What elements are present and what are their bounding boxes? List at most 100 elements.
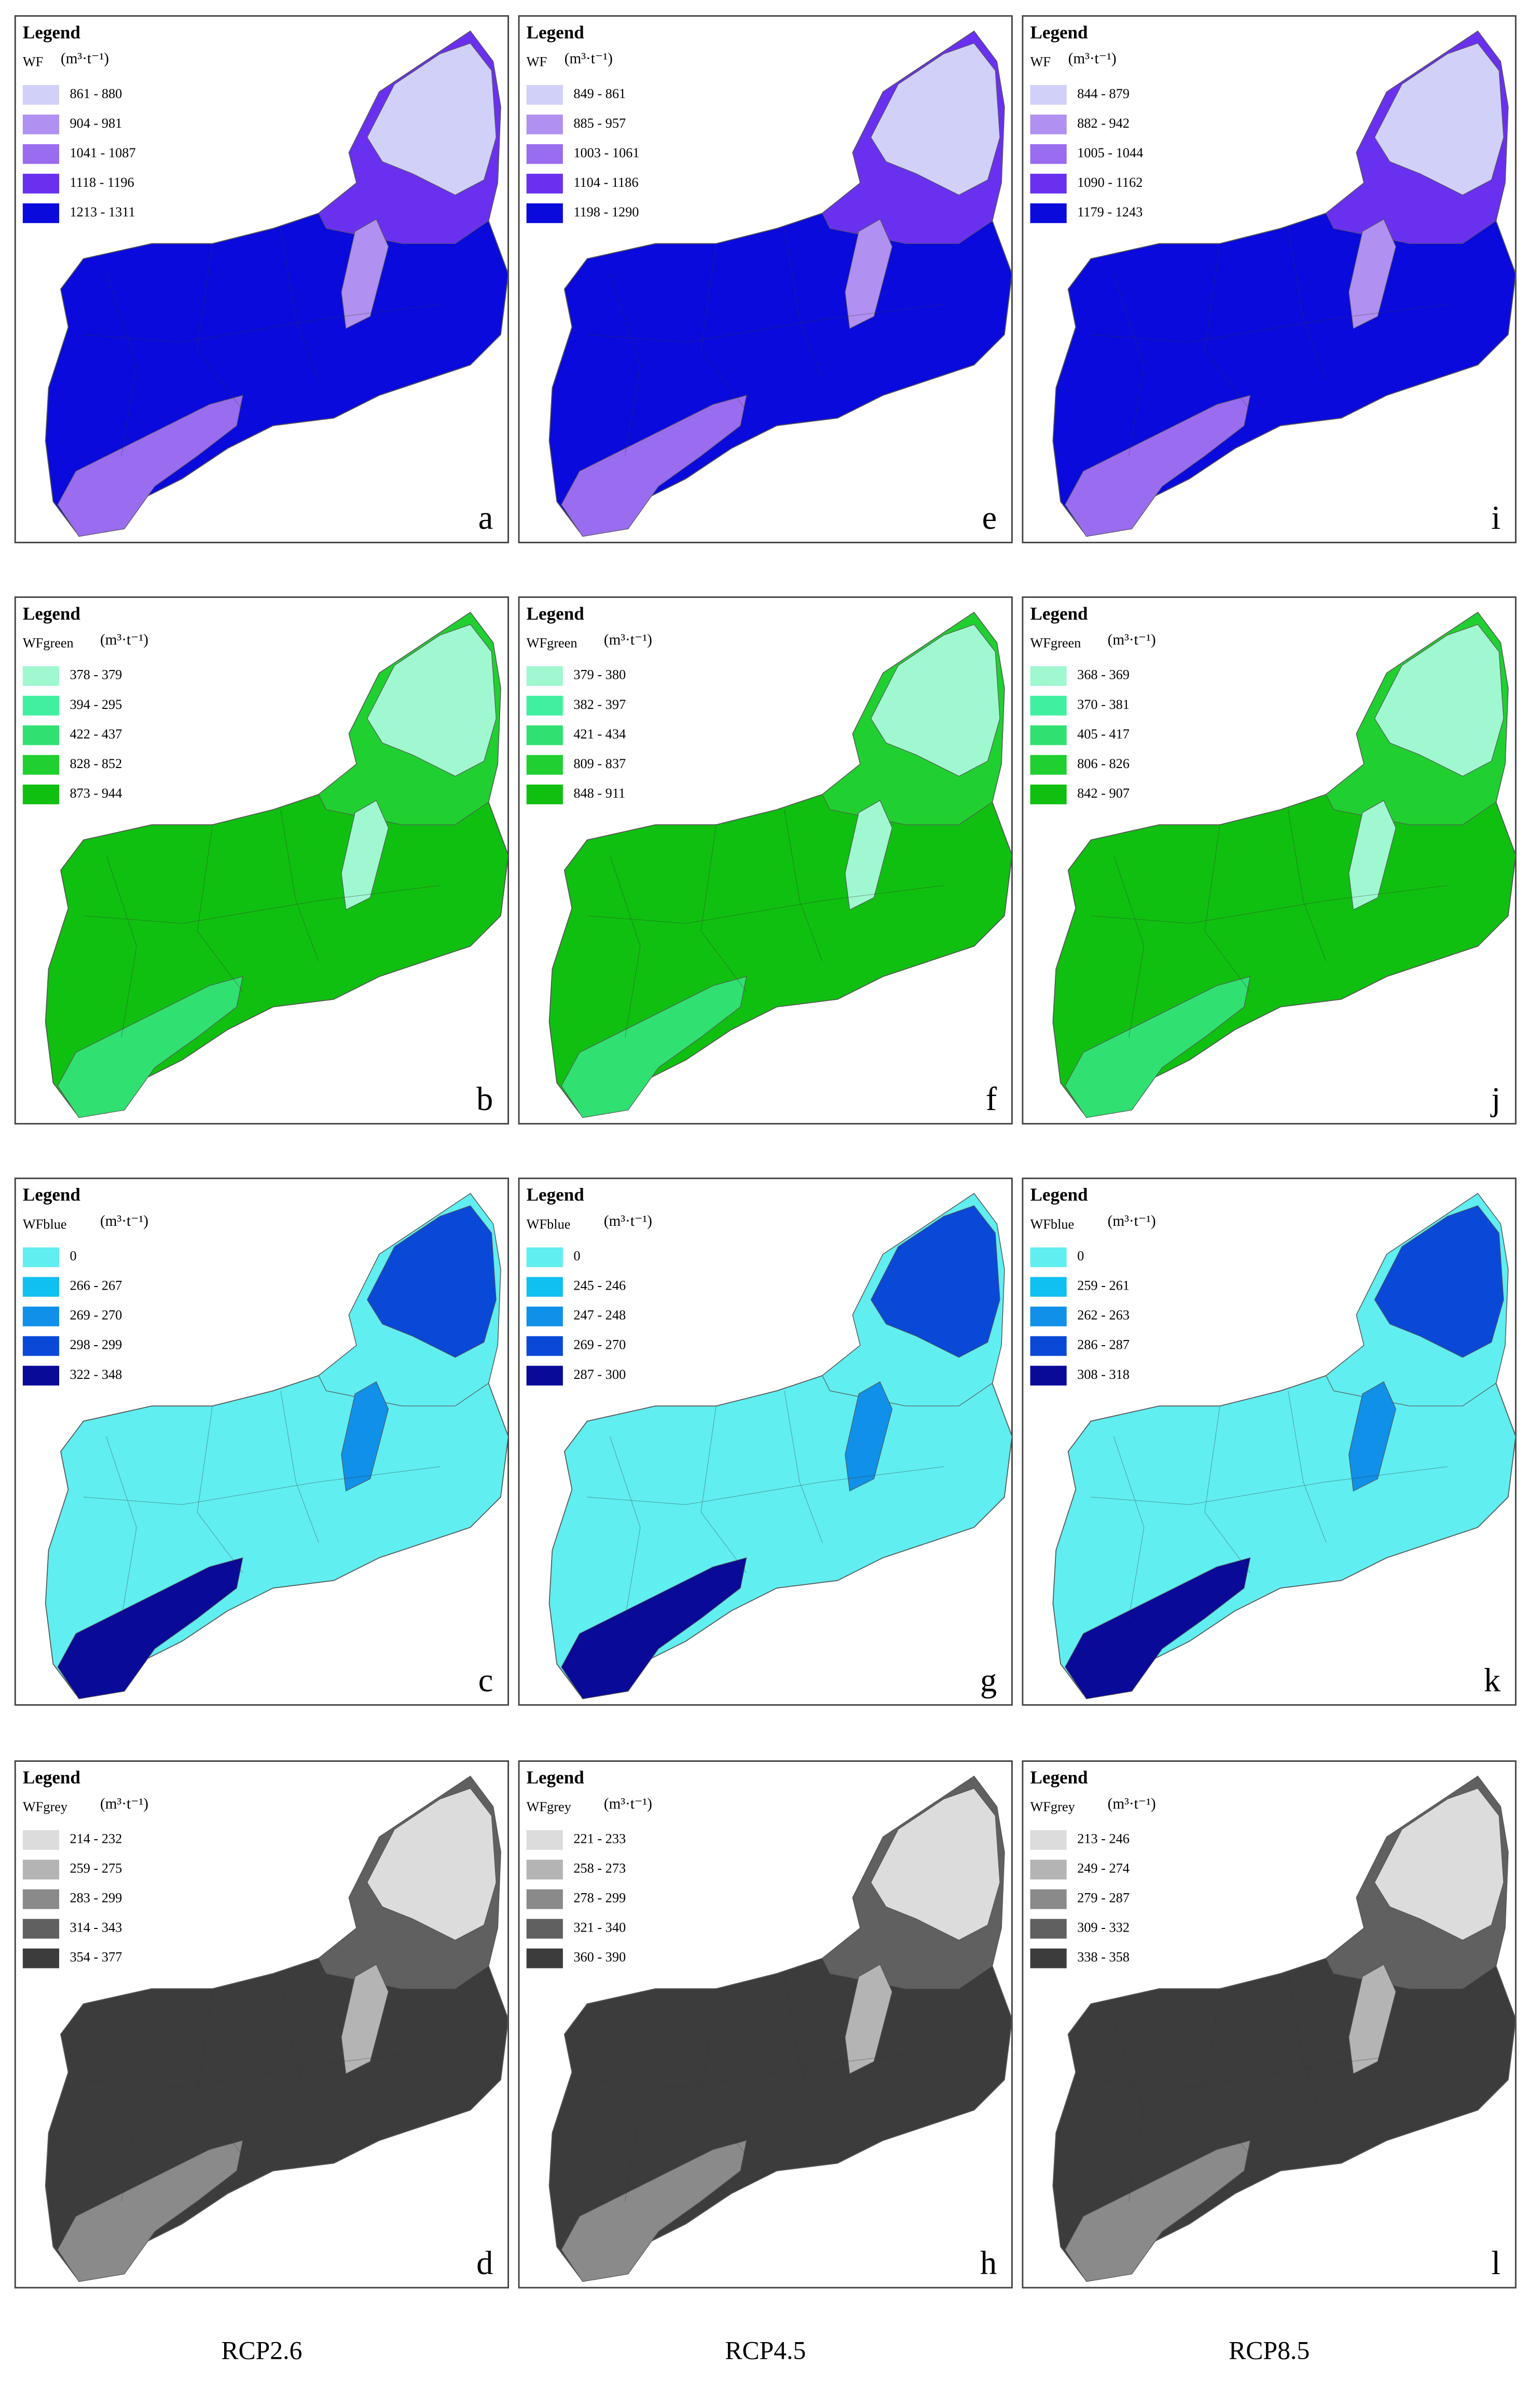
legend-variable: WFgrey bbox=[527, 1799, 572, 1814]
map-panel: Legend WFgreen (m³·t⁻¹) 368 - 369 370 - 381 4… bbox=[1022, 596, 1517, 1125]
legend-swatch bbox=[22, 1365, 60, 1386]
legend-swatch bbox=[1030, 755, 1067, 775]
map-panel: Legend WFgreen (m³·t⁻¹) 378 - 379 394 - 295 4… bbox=[14, 596, 510, 1125]
zone-northeast bbox=[1374, 1205, 1504, 1358]
zone-northeast bbox=[1374, 43, 1504, 196]
legend-swatch bbox=[526, 1859, 563, 1880]
legend-label: 0 bbox=[1077, 1249, 1084, 1264]
legend-swatch bbox=[1030, 784, 1067, 804]
legend-swatch bbox=[22, 173, 60, 194]
legend-label: 405 - 417 bbox=[1077, 727, 1130, 742]
panel-letter: a bbox=[478, 499, 493, 536]
subbasin-lines bbox=[1091, 228, 1448, 456]
legend-swatch bbox=[1030, 114, 1067, 134]
legend-label: 287 - 300 bbox=[573, 1367, 626, 1382]
legend-swatch bbox=[526, 114, 563, 134]
map-panel: Legend WFgrey (m³·t⁻¹) 221 - 233 258 - 273 27… bbox=[518, 1760, 1013, 2289]
column-label: RCP2.6 bbox=[221, 2336, 302, 2364]
zone-middle bbox=[341, 1381, 389, 1491]
legend-label: 848 - 911 bbox=[573, 786, 625, 801]
legend-unit: (m³·t⁻¹) bbox=[1108, 1213, 1156, 1229]
legend-swatch bbox=[526, 1306, 563, 1326]
legend-swatch bbox=[1030, 1247, 1067, 1267]
legend-label: 266 - 267 bbox=[70, 1278, 122, 1293]
legend-label: 1198 - 1290 bbox=[573, 204, 639, 220]
legend-swatch bbox=[1030, 1830, 1067, 1850]
subbasin-lines bbox=[1091, 809, 1448, 1037]
zone-middle bbox=[845, 1381, 893, 1491]
legend-swatch bbox=[22, 85, 60, 105]
legend-label: 885 - 957 bbox=[573, 116, 626, 131]
map-panel: Legend WFgrey (m³·t⁻¹) 213 - 246 249 - 274 27… bbox=[1022, 1760, 1517, 2289]
legend-swatch bbox=[22, 114, 60, 134]
legend-title: Legend bbox=[527, 1768, 585, 1788]
column-label: RCP4.5 bbox=[725, 2336, 806, 2364]
legend-label: 382 - 397 bbox=[573, 697, 626, 712]
legend-swatch bbox=[22, 666, 60, 686]
zone-middle bbox=[341, 1964, 389, 2074]
legend-title: Legend bbox=[1030, 1768, 1088, 1788]
legend-label: 1104 - 1186 bbox=[573, 175, 638, 190]
panel-letter: b bbox=[476, 1080, 493, 1117]
zone-northeast bbox=[366, 43, 497, 196]
zone-southwest bbox=[57, 394, 243, 537]
legend-swatch bbox=[526, 755, 563, 775]
legend-label: 321 - 340 bbox=[573, 1920, 626, 1935]
legend-swatch bbox=[526, 666, 563, 686]
legend-title: Legend bbox=[527, 604, 585, 624]
legend-label: 249 - 274 bbox=[1077, 1861, 1130, 1876]
legend-label: 368 - 369 bbox=[1077, 667, 1130, 682]
legend-swatch bbox=[22, 144, 60, 164]
legend-label: 873 - 944 bbox=[70, 786, 122, 801]
legend-title: Legend bbox=[23, 22, 81, 43]
zone-northeast bbox=[870, 43, 1000, 196]
legend-unit: (m³·t⁻¹) bbox=[1068, 50, 1117, 67]
legend-label: 279 - 287 bbox=[1077, 1891, 1130, 1906]
legend-label: 247 - 248 bbox=[573, 1308, 626, 1323]
legend-swatch bbox=[1030, 173, 1067, 194]
zone-southwest bbox=[561, 2140, 747, 2282]
legend-label: 0 bbox=[70, 1249, 77, 1264]
legend-unit: (m³·t⁻¹) bbox=[1108, 1796, 1156, 1812]
legend-swatch bbox=[526, 1948, 563, 1968]
zone-southwest bbox=[561, 394, 747, 537]
legend-swatch bbox=[1030, 1859, 1067, 1880]
legend-swatch bbox=[526, 1919, 563, 1939]
legend-label: 221 - 233 bbox=[573, 1831, 626, 1846]
legend-label: 322 - 348 bbox=[70, 1367, 122, 1382]
legend-variable: WFgrey bbox=[23, 1799, 68, 1814]
zone-southwest bbox=[57, 1557, 243, 1700]
legend-label: 314 - 343 bbox=[70, 1920, 122, 1935]
legend-swatch bbox=[22, 725, 60, 745]
legend-swatch bbox=[1030, 1365, 1067, 1386]
map-panel: Legend WFblue (m³·t⁻¹) 0 245 - 246 247 - 248 2… bbox=[518, 1178, 1013, 1706]
zone-northeast bbox=[870, 1788, 1000, 1941]
legend-swatch bbox=[526, 144, 563, 164]
legend-label: 422 - 437 bbox=[70, 727, 122, 742]
legend-swatch bbox=[22, 695, 60, 716]
legend-unit: (m³·t⁻¹) bbox=[604, 632, 652, 648]
map-panel: Legend WF (m³·t⁻¹) 849 - 861 885 - 957 1003 -… bbox=[518, 15, 1013, 543]
legend-title: Legend bbox=[23, 1185, 81, 1205]
legend-label: 0 bbox=[573, 1249, 580, 1264]
legend-variable: WF bbox=[23, 54, 43, 69]
legend-label: 245 - 246 bbox=[573, 1278, 626, 1293]
map-panel: Legend WFblue (m³·t⁻¹) 0 266 - 267 269 - 270 2… bbox=[14, 1178, 510, 1706]
legend-swatch bbox=[1030, 695, 1067, 716]
legend-swatch bbox=[526, 203, 563, 223]
legend-swatch bbox=[22, 1277, 60, 1297]
legend-swatch bbox=[1030, 85, 1067, 105]
panel-letter: d bbox=[476, 2245, 493, 2281]
legend-label: 1005 - 1044 bbox=[1077, 145, 1143, 160]
legend-label: 1003 - 1061 bbox=[573, 145, 639, 160]
legend-label: 809 - 837 bbox=[573, 756, 626, 771]
legend-swatch bbox=[1030, 1889, 1067, 1909]
legend-label: 1118 - 1196 bbox=[70, 175, 134, 190]
column-label: RCP8.5 bbox=[1229, 2336, 1310, 2364]
legend-label: 286 - 287 bbox=[1077, 1337, 1130, 1352]
zone-northeast bbox=[870, 1205, 1000, 1358]
legend-swatch bbox=[526, 1247, 563, 1267]
legend-title: Legend bbox=[527, 1185, 585, 1205]
legend-swatch bbox=[22, 1948, 60, 1968]
